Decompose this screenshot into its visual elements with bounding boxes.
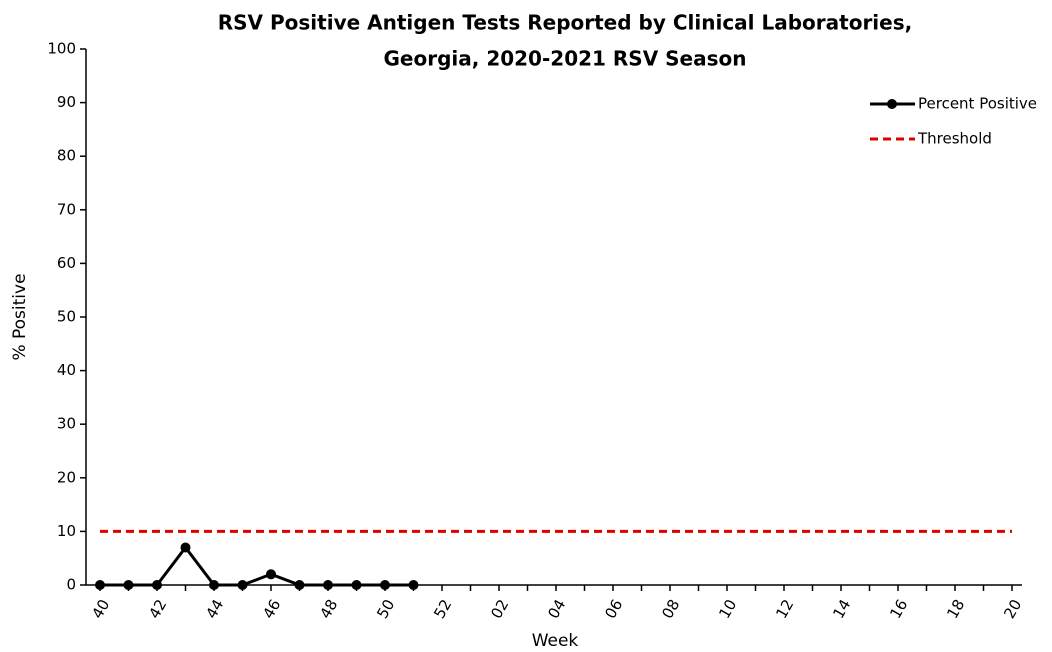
y-tick-label: 50: [57, 308, 76, 326]
x-tick-label: 02: [487, 596, 512, 622]
x-axis-title: Week: [532, 631, 579, 651]
point: [266, 569, 276, 580]
legend-label: Threshold: [917, 130, 992, 148]
x-tick-label: 04: [544, 596, 569, 622]
y-tick-label: 70: [57, 200, 76, 218]
x-tick-label: 52: [430, 596, 455, 622]
point: [123, 580, 134, 590]
point: [180, 542, 191, 553]
point: [408, 580, 419, 590]
y-tick-label: 20: [57, 468, 76, 486]
x-tick-label: 16: [886, 596, 911, 622]
point: [323, 580, 333, 590]
legend-marker: [887, 99, 897, 109]
legend-label: Percent Positive: [918, 95, 1037, 113]
x-tick-label: 12: [772, 596, 797, 622]
chart-title: RSV Positive Antigen Tests Reported by C…: [218, 11, 912, 35]
point: [209, 580, 219, 590]
y-tick-label: 10: [57, 522, 76, 540]
y-tick-label: 60: [57, 254, 76, 272]
y-tick-label: 40: [57, 361, 76, 379]
y-tick-label: 0: [66, 576, 76, 594]
point: [380, 580, 390, 590]
point: [237, 580, 248, 590]
x-tick-label: 46: [259, 596, 284, 622]
y-tick-label: 90: [57, 93, 76, 111]
x-tick-label: 08: [658, 596, 683, 622]
point: [351, 580, 362, 590]
x-tick-label: 14: [829, 596, 854, 622]
x-tick-label: 40: [88, 596, 113, 622]
point: [95, 580, 105, 590]
y-tick-label: 80: [57, 147, 76, 165]
x-tick-label: 18: [943, 596, 968, 622]
y-tick-label: 30: [57, 415, 76, 433]
x-tick-label: 06: [601, 596, 626, 622]
x-tick-label: 20: [1000, 596, 1025, 622]
x-tick-label: 48: [316, 596, 341, 622]
series-line: [100, 545, 414, 587]
x-tick-label: 44: [202, 596, 227, 622]
chart-title: Georgia, 2020-2021 RSV Season: [384, 47, 747, 71]
point: [294, 580, 305, 590]
y-tick-label: 100: [47, 40, 76, 58]
y-axis-title: % Positive: [10, 273, 30, 360]
x-tick-label: 42: [145, 596, 170, 622]
point: [152, 580, 162, 590]
x-tick-label: 10: [715, 596, 740, 622]
x-tick-label: 50: [373, 596, 398, 622]
